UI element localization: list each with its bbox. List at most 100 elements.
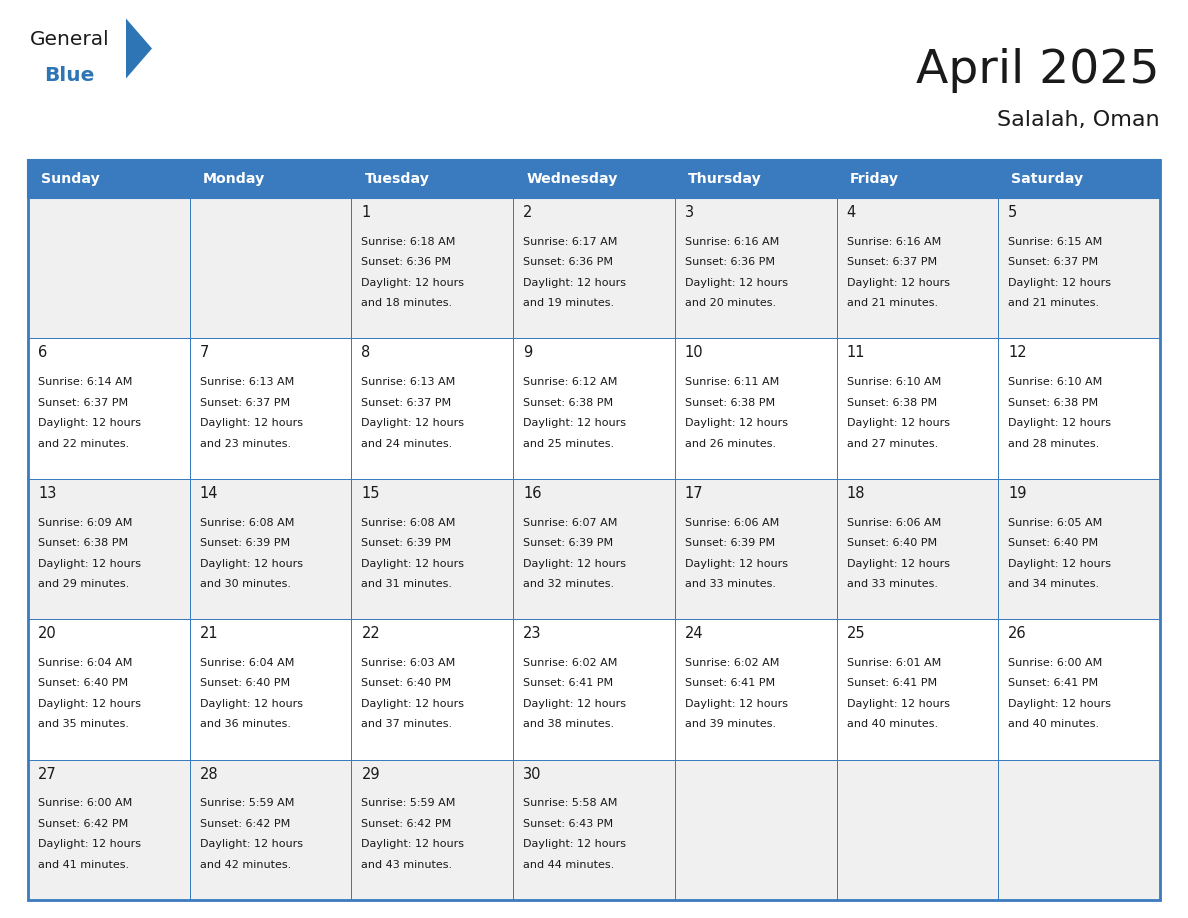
Text: Sunset: 6:39 PM: Sunset: 6:39 PM	[684, 538, 775, 548]
Bar	[998, 160, 1159, 198]
Bar	[29, 160, 1159, 198]
Bar	[352, 198, 513, 339]
Bar	[29, 479, 190, 620]
Bar	[352, 620, 513, 759]
Bar	[675, 198, 836, 339]
Bar	[998, 198, 1159, 339]
Text: Daylight: 12 hours: Daylight: 12 hours	[684, 419, 788, 428]
Text: Sunrise: 6:04 AM: Sunrise: 6:04 AM	[200, 658, 295, 668]
Bar	[513, 198, 675, 339]
Bar	[29, 339, 190, 479]
Text: Sunrise: 6:11 AM: Sunrise: 6:11 AM	[684, 377, 779, 387]
Text: Sunrise: 6:13 AM: Sunrise: 6:13 AM	[200, 377, 293, 387]
Text: Sunset: 6:40 PM: Sunset: 6:40 PM	[1009, 538, 1099, 548]
Text: and 24 minutes.: and 24 minutes.	[361, 439, 453, 449]
Text: Sunrise: 6:16 AM: Sunrise: 6:16 AM	[684, 237, 779, 247]
Text: Daylight: 12 hours: Daylight: 12 hours	[38, 558, 141, 568]
Bar	[190, 479, 352, 620]
Text: Wednesday: Wednesday	[526, 172, 618, 186]
Bar	[190, 759, 352, 900]
Bar	[513, 479, 675, 620]
Text: Daylight: 12 hours: Daylight: 12 hours	[684, 278, 788, 287]
Text: and 33 minutes.: and 33 minutes.	[684, 579, 776, 589]
Text: 15: 15	[361, 486, 380, 501]
Text: and 37 minutes.: and 37 minutes.	[361, 720, 453, 730]
Bar	[513, 759, 675, 900]
Bar	[836, 339, 998, 479]
Text: Sunset: 6:38 PM: Sunset: 6:38 PM	[847, 397, 936, 408]
Text: and 33 minutes.: and 33 minutes.	[847, 579, 937, 589]
Text: 12: 12	[1009, 345, 1026, 361]
Bar	[998, 198, 1159, 339]
Text: 11: 11	[847, 345, 865, 361]
Bar	[836, 479, 998, 620]
Bar	[29, 759, 190, 900]
Text: 17: 17	[684, 486, 703, 501]
Text: 13: 13	[38, 486, 56, 501]
Bar	[29, 160, 190, 198]
Text: and 43 minutes.: and 43 minutes.	[361, 860, 453, 870]
Bar	[29, 620, 190, 759]
Text: 20: 20	[38, 626, 57, 641]
Text: Daylight: 12 hours: Daylight: 12 hours	[523, 839, 626, 849]
Text: Daylight: 12 hours: Daylight: 12 hours	[361, 278, 465, 287]
Text: and 19 minutes.: and 19 minutes.	[523, 298, 614, 308]
Text: Sunrise: 6:17 AM: Sunrise: 6:17 AM	[523, 237, 618, 247]
Text: and 21 minutes.: and 21 minutes.	[1009, 298, 1099, 308]
Text: 3: 3	[684, 205, 694, 220]
Bar	[190, 160, 352, 198]
Text: 16: 16	[523, 486, 542, 501]
Text: Sunrise: 6:16 AM: Sunrise: 6:16 AM	[847, 237, 941, 247]
Bar	[998, 759, 1159, 900]
Text: Sunset: 6:39 PM: Sunset: 6:39 PM	[523, 538, 613, 548]
Text: 1: 1	[361, 205, 371, 220]
Bar	[29, 339, 190, 479]
Text: Daylight: 12 hours: Daylight: 12 hours	[200, 839, 303, 849]
Text: Sunrise: 5:58 AM: Sunrise: 5:58 AM	[523, 799, 618, 809]
Text: 27: 27	[38, 767, 57, 781]
Text: and 34 minutes.: and 34 minutes.	[1009, 579, 1099, 589]
Bar	[836, 198, 998, 339]
Text: Sunrise: 6:09 AM: Sunrise: 6:09 AM	[38, 518, 132, 528]
Text: and 21 minutes.: and 21 minutes.	[847, 298, 937, 308]
Text: and 22 minutes.: and 22 minutes.	[38, 439, 129, 449]
Text: Daylight: 12 hours: Daylight: 12 hours	[38, 699, 141, 709]
Text: and 27 minutes.: and 27 minutes.	[847, 439, 937, 449]
Bar	[836, 759, 998, 900]
Text: and 32 minutes.: and 32 minutes.	[523, 579, 614, 589]
Text: Sunset: 6:36 PM: Sunset: 6:36 PM	[523, 257, 613, 267]
Bar	[190, 759, 352, 900]
Bar	[675, 479, 836, 620]
Text: Daylight: 12 hours: Daylight: 12 hours	[523, 278, 626, 287]
Bar	[352, 339, 513, 479]
Bar	[513, 339, 675, 479]
Text: General: General	[30, 30, 109, 49]
Text: 5: 5	[1009, 205, 1018, 220]
Bar	[513, 759, 675, 900]
Text: Thursday: Thursday	[688, 172, 762, 186]
Bar	[998, 759, 1159, 900]
Text: Sunset: 6:37 PM: Sunset: 6:37 PM	[200, 397, 290, 408]
Bar	[352, 759, 513, 900]
Bar	[352, 479, 513, 620]
Bar	[836, 759, 998, 900]
Text: Sunset: 6:37 PM: Sunset: 6:37 PM	[1009, 257, 1099, 267]
Bar	[29, 479, 190, 620]
Text: Daylight: 12 hours: Daylight: 12 hours	[361, 699, 465, 709]
Text: Sunrise: 5:59 AM: Sunrise: 5:59 AM	[361, 799, 456, 809]
Text: 18: 18	[847, 486, 865, 501]
Text: 4: 4	[847, 205, 855, 220]
Bar	[998, 339, 1159, 479]
Bar	[352, 160, 513, 198]
Text: Sunrise: 6:18 AM: Sunrise: 6:18 AM	[361, 237, 456, 247]
Bar	[513, 620, 675, 759]
Text: and 35 minutes.: and 35 minutes.	[38, 720, 129, 730]
Text: Sunrise: 6:14 AM: Sunrise: 6:14 AM	[38, 377, 132, 387]
Bar	[675, 198, 836, 339]
Text: Blue: Blue	[44, 66, 94, 85]
Text: Daylight: 12 hours: Daylight: 12 hours	[1009, 558, 1111, 568]
Text: 23: 23	[523, 626, 542, 641]
Bar	[29, 620, 190, 759]
Text: and 26 minutes.: and 26 minutes.	[684, 439, 776, 449]
Text: Daylight: 12 hours: Daylight: 12 hours	[523, 558, 626, 568]
